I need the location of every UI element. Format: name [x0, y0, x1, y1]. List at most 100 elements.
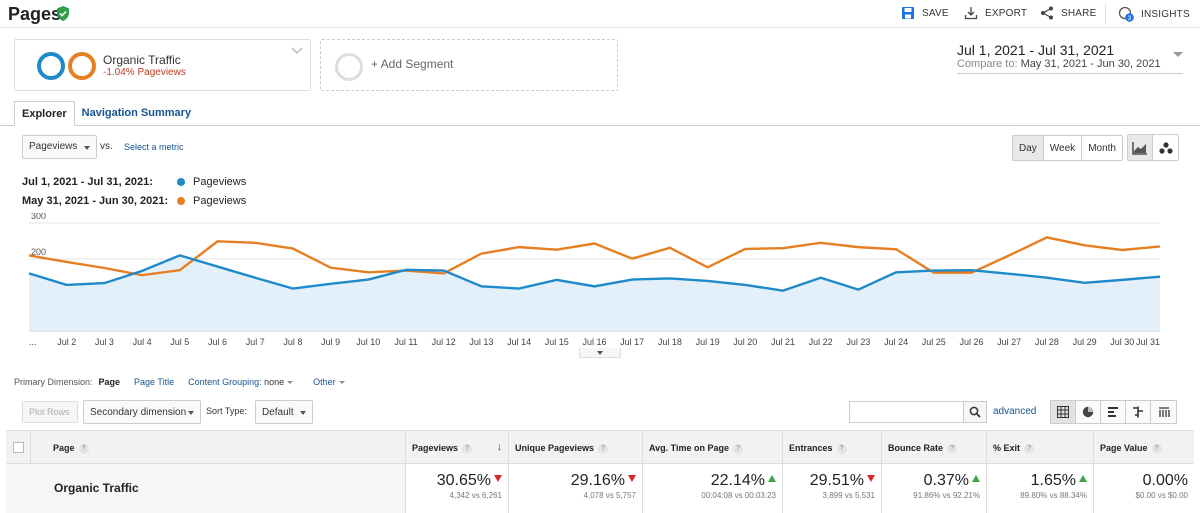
performance-view-button[interactable] [1101, 401, 1126, 423]
primary-dimension-bar: Primary Dimension: Page Page Title Conte… [14, 377, 345, 387]
column-header-page[interactable]: Page? [30, 431, 406, 465]
date-range-picker[interactable]: Jul 1, 2021 - Jul 31, 2021 Compare to: M… [957, 42, 1183, 74]
help-icon[interactable]: ? [598, 443, 609, 454]
metric-select[interactable]: Pageviews [22, 135, 97, 159]
x-tick-label: Jul 20 [733, 337, 757, 347]
column-label: Avg. Time on Page [649, 443, 730, 453]
cell-value: 22.14% [710, 472, 765, 489]
help-icon[interactable]: ? [78, 443, 89, 454]
table-header: Page? Pageviews? ↓ Unique Pageviews? Avg… [6, 430, 1194, 465]
column-header-exit[interactable]: % Exit? [986, 431, 1093, 465]
caret-down-icon [84, 146, 90, 150]
cell-value: 30.65% [436, 472, 491, 489]
verified-shield-icon [57, 6, 69, 21]
date-range-primary: Jul 1, 2021 - Jul 31, 2021 [957, 42, 1115, 58]
help-icon[interactable]: ? [462, 443, 473, 454]
insights-badge: 3 [1128, 15, 1132, 22]
cell-value: 29.51% [809, 472, 864, 489]
column-label: Pageviews [412, 443, 459, 453]
pie-view-button[interactable] [1076, 401, 1101, 423]
caret-down-icon [300, 411, 306, 415]
help-icon[interactable]: ? [836, 443, 847, 454]
chart-type-toggle [1127, 134, 1179, 161]
add-segment-button[interactable]: + Add Segment [320, 39, 618, 91]
cell-comparison: 4,078 vs 5,757 [583, 491, 636, 500]
x-tick-label: Jul 23 [846, 337, 870, 347]
column-header-page-value[interactable]: Page Value? [1093, 431, 1194, 465]
x-tick-label: Jul 31 [1136, 337, 1160, 347]
comparison-view-button[interactable] [1126, 401, 1151, 423]
primary-dimension-content-grouping[interactable]: Content Grouping: none [188, 377, 294, 387]
tab-navigation-summary[interactable]: Navigation Summary [81, 107, 192, 119]
caret-down-icon [597, 350, 603, 355]
report-tabs: Explorer Navigation Summary [14, 101, 198, 126]
select-metric-link[interactable]: Select a metric [124, 142, 184, 152]
save-button[interactable]: SAVE [901, 6, 949, 20]
legend-current: Jul 1, 2021 - Jul 31, 2021: Pageviews [22, 176, 246, 188]
legend-compare: May 31, 2021 - Jun 30, 2021: Pageviews [22, 195, 246, 207]
column-label: % Exit [993, 443, 1021, 453]
sort-type-label: Sort Type: [206, 406, 247, 416]
column-header-entrances[interactable]: Entrances? [782, 431, 881, 465]
caret-down-icon [188, 411, 194, 415]
help-icon[interactable]: ? [1024, 443, 1035, 454]
insights-button[interactable]: 3 INSIGHTS [1118, 6, 1190, 22]
secondary-dimension-label: Secondary dimension [90, 407, 187, 418]
plot-rows-button[interactable]: Plot Rows [22, 401, 78, 423]
chart-collapse-button[interactable] [579, 348, 621, 358]
x-tick-label: Jul 5 [170, 337, 189, 347]
summary-cell-pageviews: 30.65% 4,342 vs 6,261 [405, 464, 508, 513]
caret-down-icon [338, 381, 345, 385]
help-icon[interactable]: ? [1151, 443, 1162, 454]
y-tick-label: 300 [31, 213, 46, 221]
legend-current-range: Jul 1, 2021 - Jul 31, 2021: [22, 176, 153, 188]
save-icon [902, 7, 914, 19]
term-cloud-view-button[interactable] [1151, 401, 1176, 423]
tab-explorer[interactable]: Explorer [14, 101, 75, 126]
legend-compare-metric: Pageviews [193, 195, 247, 207]
column-label: Bounce Rate [888, 443, 944, 453]
column-header-bounce-rate[interactable]: Bounce Rate? [881, 431, 986, 465]
export-icon [964, 7, 978, 20]
table-view-toggle [1050, 400, 1177, 424]
series-area [29, 255, 1160, 331]
page-title: Pages [8, 4, 62, 24]
x-tick-label: Jul 29 [1073, 337, 1097, 347]
data-table-view-button[interactable] [1051, 401, 1076, 423]
column-header-pageviews[interactable]: Pageviews? ↓ [405, 431, 508, 465]
secondary-dimension-select[interactable]: Secondary dimension [83, 400, 201, 424]
chevron-down-icon[interactable] [291, 47, 303, 58]
table-search-input[interactable] [849, 401, 964, 423]
segment-card[interactable]: Organic Traffic -1.04% Pageviews [14, 39, 311, 91]
column-label: Entrances [789, 443, 833, 453]
sort-type-select[interactable]: Default [255, 400, 313, 424]
period-day-button[interactable]: Day [1013, 136, 1044, 160]
help-icon[interactable]: ? [947, 443, 958, 454]
column-label: Page Value [1100, 443, 1148, 453]
segment-name: Organic Traffic [103, 53, 181, 67]
motion-chart-button[interactable] [1153, 135, 1178, 160]
export-button[interactable]: EXPORT [964, 6, 1027, 20]
advanced-filter-link[interactable]: advanced [993, 406, 1037, 417]
line-chart-button[interactable] [1128, 135, 1153, 160]
x-tick-label: Jul 12 [432, 337, 456, 347]
x-tick-label: Jul 13 [469, 337, 493, 347]
primary-dimension-other[interactable]: Other [313, 377, 345, 387]
search-button[interactable] [963, 401, 987, 423]
primary-dimension-page-title[interactable]: Page Title [134, 377, 175, 387]
insights-icon: 3 [1118, 6, 1134, 22]
cell-value: 0.37% [923, 472, 969, 489]
period-month-button[interactable]: Month [1088, 143, 1116, 154]
period-week-button[interactable]: Week [1044, 136, 1083, 160]
help-icon[interactable]: ? [733, 443, 744, 454]
select-all-checkbox[interactable] [13, 442, 24, 453]
share-button[interactable]: SHARE [1040, 6, 1096, 20]
primary-dimension-label: Primary Dimension: [14, 377, 93, 387]
column-header-unique-pageviews[interactable]: Unique Pageviews? [508, 431, 642, 465]
segment-compare-circle-icon [37, 52, 65, 80]
pie-chart-icon [1082, 406, 1094, 418]
line-chart-icon [1132, 141, 1147, 155]
insights-label: INSIGHTS [1141, 8, 1190, 20]
x-tick-label: Jul 30 [1110, 337, 1134, 347]
column-header-avg-time-on-page[interactable]: Avg. Time on Page? [642, 431, 782, 465]
